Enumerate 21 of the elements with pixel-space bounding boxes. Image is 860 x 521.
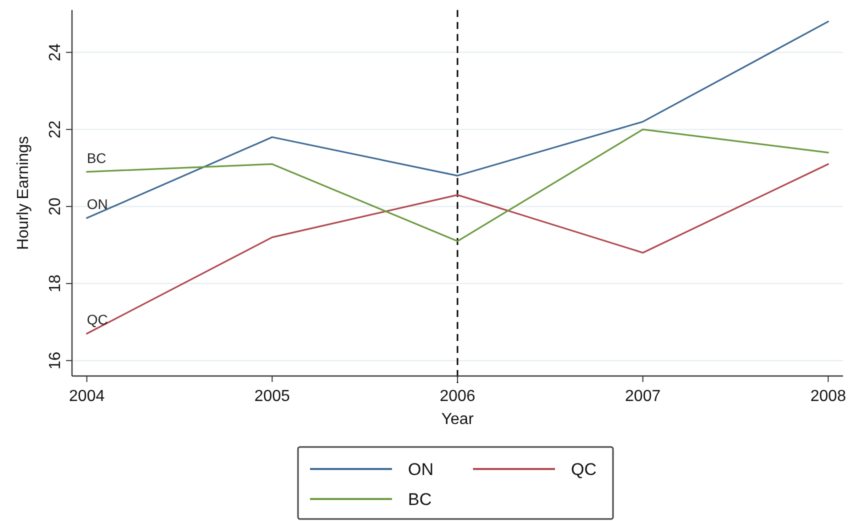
legend-label: QC bbox=[571, 460, 596, 479]
x-tick-label: 2008 bbox=[810, 388, 846, 405]
line-series bbox=[86, 163, 829, 334]
y-tick-label: 24 bbox=[47, 43, 64, 62]
legend-label: BC bbox=[408, 490, 432, 509]
x-axis-title: Year bbox=[441, 411, 474, 428]
y-axis-title: Hourly Earnings bbox=[15, 136, 32, 250]
x-tick-label: 2007 bbox=[625, 388, 661, 405]
y-tick-label: 16 bbox=[47, 352, 64, 370]
y-tick-label: 20 bbox=[47, 197, 64, 216]
text: BC bbox=[86, 150, 106, 166]
legend-label: ON bbox=[408, 460, 434, 479]
x-tick-label: 2005 bbox=[254, 388, 290, 405]
line-series bbox=[86, 20, 829, 219]
y-tick-label: 18 bbox=[47, 274, 64, 292]
text: QC bbox=[86, 312, 108, 328]
text: ON bbox=[86, 196, 108, 212]
x-tick-label: 2006 bbox=[440, 388, 476, 405]
x-tick-label: 2004 bbox=[69, 388, 105, 405]
line-series bbox=[86, 128, 829, 242]
y-tick-label: 22 bbox=[47, 120, 64, 138]
